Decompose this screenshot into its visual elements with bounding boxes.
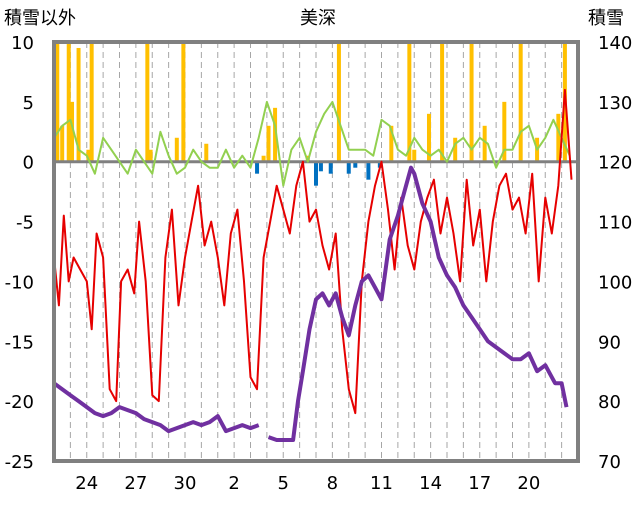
right-tick-5: 90 [598,332,621,353]
series-lines [52,88,573,442]
precip-bar-19 [328,161,333,174]
precip-bar-10 [181,42,186,162]
precip-bar-25 [389,125,394,162]
x-tick-4: 5 [278,473,289,494]
precip-bar-26 [407,42,412,162]
precip-bar-9 [174,137,179,162]
precip-bar-2 [66,42,71,162]
vertical-gridlines [69,42,563,461]
x-tick-7: 14 [419,473,442,494]
left-tick-5: -15 [5,332,34,353]
precip-bar-36 [556,113,561,162]
left-tick-0: 10 [11,33,34,54]
right-tick-3: 110 [598,213,632,234]
precip-bar-11 [204,143,209,162]
precip-bar-7 [145,42,150,162]
x-tick-3: 2 [228,473,239,494]
precip-bar-32 [482,125,487,162]
right-axis-label: 積雪 [588,8,624,29]
precip-bar-14 [266,125,271,162]
precip-bar-27 [412,149,417,162]
precip-bar-30 [453,137,458,162]
right-tick-6: 80 [598,392,621,413]
temp_tendency-line-0 [53,100,571,187]
x-tick-5: 8 [327,473,338,494]
x-tick-6: 11 [370,473,393,494]
precip-bar-1 [60,125,65,162]
left-tick-1: 5 [23,93,34,114]
right-tick-7: 70 [598,452,621,473]
left-axis-label: 積雪以外 [4,8,76,29]
precip-bar-31 [469,42,474,162]
left-tick-3: -5 [16,213,34,234]
left-tick-4: -10 [5,272,34,293]
temperature-line-0 [53,88,573,415]
snow_depth-line-1 [267,165,569,442]
x-tick-2: 30 [174,473,197,494]
left-tick-7: -25 [5,452,34,473]
precip-bar-29 [440,42,445,162]
precip-bar-33 [502,101,507,162]
precip-bar-13 [261,155,266,162]
left-tick-2: 0 [23,153,34,174]
precip-bar-18 [318,161,323,172]
x-tick-8: 17 [468,473,491,494]
right-tick-2: 120 [598,153,632,174]
right-tick-4: 100 [598,272,632,293]
precip-bar-17 [314,161,318,186]
precip-bar-15 [273,107,278,162]
x-tick-1: 27 [124,473,147,494]
x-tick-0: 24 [75,473,98,494]
precip-bar-21 [346,161,351,174]
precip-bar-34 [518,42,523,162]
right-axis-ticks: 140 130 120 110 100 90 80 70 [598,33,632,473]
precip-bar-3 [70,101,75,162]
right-tick-0: 140 [598,33,632,54]
plot-frame [52,40,580,463]
precip-bar-12 [255,161,260,174]
chart-title: 美深 [300,8,336,29]
precip-bar-22 [353,161,358,168]
precip-bar-8 [148,149,153,162]
precip-bar-5 [86,149,91,162]
precip-bar-28 [426,113,431,162]
precip-bar-20 [336,42,341,162]
precip-bar-23 [366,161,371,180]
precip-bar-4 [76,47,81,162]
x-axis-ticks: 24 27 30 2 5 8 11 14 17 20 [75,473,540,494]
left-tick-6: -20 [5,392,34,413]
right-tick-1: 130 [598,93,632,114]
left-axis-ticks: 10 5 0 -5 -10 -15 -20 -25 [5,33,34,473]
x-tick-9: 20 [517,473,540,494]
precip-bar-0 [55,42,60,162]
precip-bar-6 [89,42,94,162]
snow_depth-line-0 [52,381,260,434]
